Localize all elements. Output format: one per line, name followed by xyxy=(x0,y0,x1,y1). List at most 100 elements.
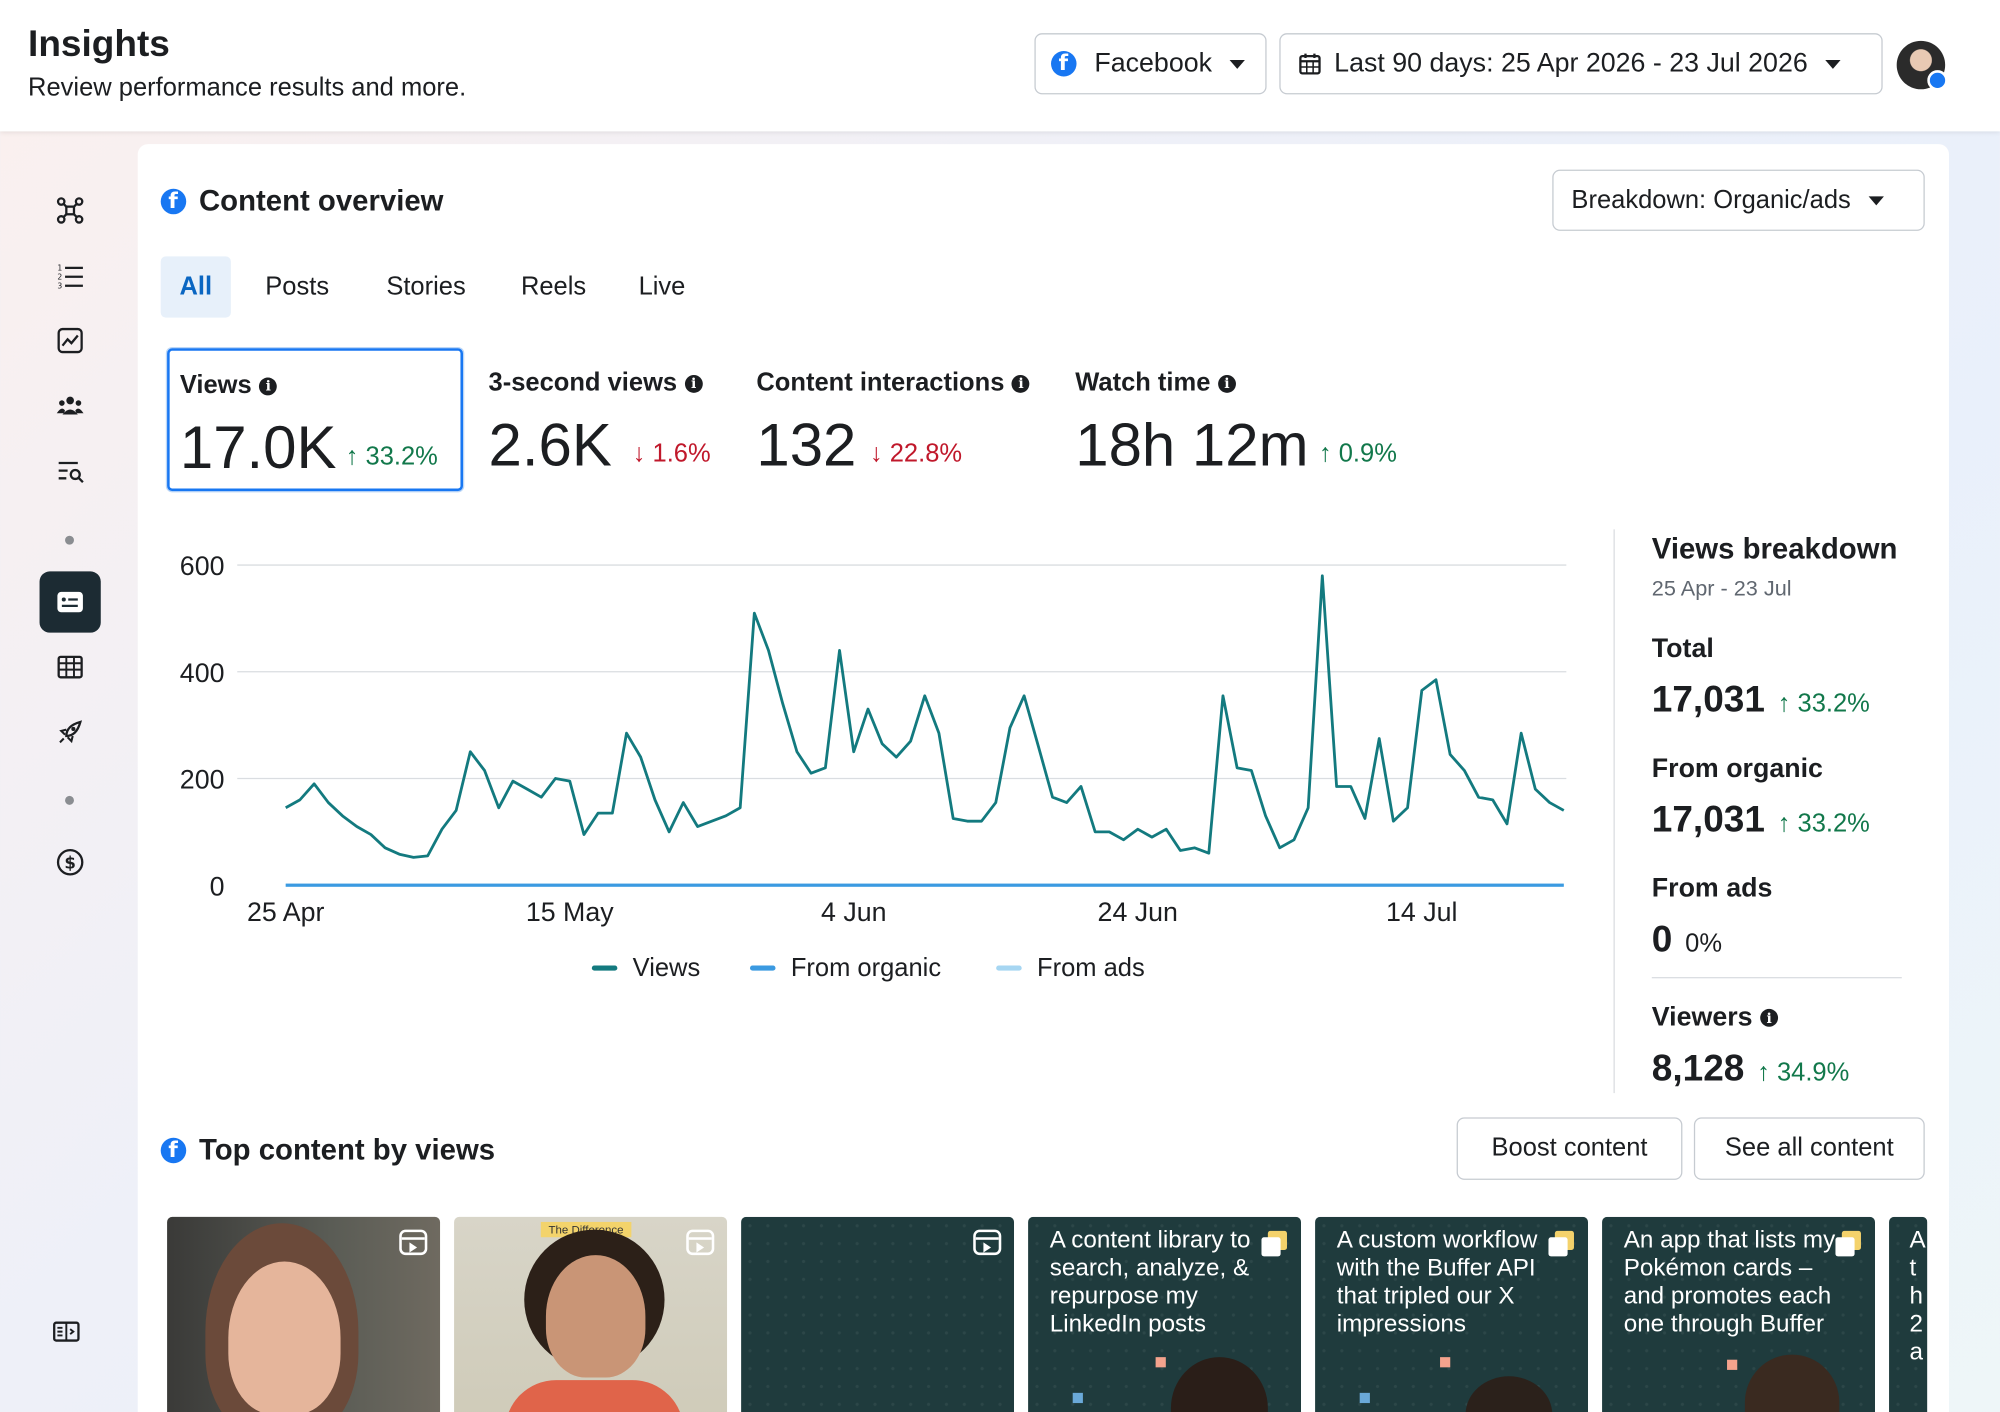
info-icon[interactable]: i xyxy=(1760,1008,1779,1027)
y-tick-label: 600 xyxy=(180,551,225,581)
info-icon[interactable]: i xyxy=(1012,374,1030,393)
content-thumbnail[interactable]: The Difference xyxy=(454,1216,728,1412)
hub-icon[interactable] xyxy=(50,190,91,231)
legend-from-organic[interactable]: From organic xyxy=(749,950,942,986)
thumbnail-caption: An app that lists my Pokémon cards – and… xyxy=(1623,1227,1836,1339)
content-thumbnail[interactable]: A content library to search, analyze, & … xyxy=(1028,1216,1302,1412)
svg-text:$: $ xyxy=(64,854,76,873)
facebook-icon xyxy=(1051,51,1077,77)
top-content-heading: Top content by views xyxy=(160,1133,495,1167)
dollar-icon[interactable]: $ xyxy=(50,842,91,883)
content-thumbnail[interactable]: An app that lists my Pokémon cards – and… xyxy=(1602,1216,1875,1412)
table-icon[interactable] xyxy=(50,647,91,688)
person-photo xyxy=(1170,1357,1268,1412)
metric-content-interactions[interactable]: Content interactions i 132 ↓ 22.8% xyxy=(745,348,1051,491)
ads-label: From ads xyxy=(1651,873,1773,904)
content-thumbnail[interactable] xyxy=(167,1216,441,1412)
search-list-icon[interactable] xyxy=(50,450,91,491)
organic-delta-value: 33.2% xyxy=(1797,809,1870,839)
info-icon[interactable]: i xyxy=(684,374,703,393)
total-label: Total xyxy=(1651,633,1714,664)
svg-text:2: 2 xyxy=(57,272,62,281)
x-tick-label: 15 May xyxy=(526,897,614,927)
metric-value: 2.6K xyxy=(488,410,612,479)
content-thumbnail[interactable]: A th 2 a xyxy=(1889,1216,1928,1412)
metric-watch-time[interactable]: Watch time i 18h 12m ↑ 0.9% xyxy=(1064,348,1434,491)
metric-delta: ↓ 22.8% xyxy=(869,440,963,469)
legend-from-ads[interactable]: From ads xyxy=(996,950,1145,986)
organic-value-row: 17,031 ↑ 33.2% xyxy=(1652,800,1870,842)
breakdown-label: Breakdown: Organic/ads xyxy=(1571,185,1851,214)
x-tick-label: 25 Apr xyxy=(247,897,324,927)
metric-3-second-views[interactable]: 3-second views i 2.6K ↓ 1.6% xyxy=(477,348,732,491)
tab-reels[interactable]: Reels xyxy=(520,272,587,301)
boost-content-button[interactable]: Boost content xyxy=(1456,1117,1683,1180)
metric-views[interactable]: Views i 17.0K ↑ 33.2% xyxy=(167,348,464,492)
metric-delta: ↑ 33.2% xyxy=(345,442,438,471)
metric-label: Views i xyxy=(179,371,278,400)
reel-icon xyxy=(686,1229,715,1256)
platform-label: Facebook xyxy=(1094,48,1213,78)
date-range-dropdown[interactable]: Last 90 days: 25 Apr 2026 - 23 Jul 2026 xyxy=(1279,33,1883,95)
metric-label: Watch time i xyxy=(1075,369,1236,398)
views-breakdown-title: Views breakdown xyxy=(1651,531,1898,566)
page-title: Insights xyxy=(28,24,170,66)
separator-dot xyxy=(65,535,74,545)
tab-live[interactable]: Live xyxy=(638,272,686,301)
y-tick-label: 0 xyxy=(210,871,225,901)
breakdown-dropdown[interactable]: Breakdown: Organic/ads xyxy=(1552,169,1925,231)
metric-delta: ↓ 1.6% xyxy=(632,440,711,469)
calendar-icon xyxy=(1299,53,1321,75)
content-icon[interactable] xyxy=(39,571,101,633)
person-photo xyxy=(1465,1376,1553,1412)
rocket-icon[interactable] xyxy=(50,712,91,753)
metric-label: 3-second views i xyxy=(489,369,703,398)
person-shirt xyxy=(505,1380,684,1412)
metric-label-text: Content interactions xyxy=(756,368,1005,397)
content-thumbnail[interactable]: A custom workflow with the Buffer API th… xyxy=(1315,1216,1589,1412)
tab-all[interactable]: All xyxy=(160,256,231,318)
date-range-label: Last 90 days: 25 Apr 2026 - 23 Jul 2026 xyxy=(1334,48,1808,78)
metric-delta-value: 1.6% xyxy=(652,440,711,469)
metric-label: Content interactions i xyxy=(756,369,1030,398)
metric-delta-value: 0.9% xyxy=(1338,440,1397,469)
svg-text:3: 3 xyxy=(57,281,62,289)
content-overview-heading: Content overview xyxy=(160,183,444,218)
pixel-decoration xyxy=(1440,1357,1451,1368)
facebook-icon xyxy=(160,188,187,214)
pixel-decoration xyxy=(1359,1392,1370,1404)
trend-chart-icon[interactable] xyxy=(50,320,91,361)
total-value-row: 17,031 ↑ 33.2% xyxy=(1652,680,1870,722)
metric-delta: ↑ 0.9% xyxy=(1318,440,1397,469)
legend-label: From organic xyxy=(790,953,942,982)
total-value: 17,031 xyxy=(1651,679,1765,721)
metric-value: 132 xyxy=(756,410,857,479)
legend-label: From ads xyxy=(1036,953,1145,982)
separator-dot xyxy=(65,795,74,805)
ads-delta: 0% xyxy=(1685,929,1722,958)
legend-swatch xyxy=(749,965,776,971)
person-face xyxy=(545,1255,646,1378)
tab-stories[interactable]: Stories xyxy=(386,272,466,301)
y-tick-label: 400 xyxy=(180,658,225,688)
audience-icon[interactable] xyxy=(50,385,91,426)
info-icon[interactable]: i xyxy=(259,376,278,395)
content-overview-title: Content overview xyxy=(198,183,444,217)
x-tick-label: 24 Jun xyxy=(1098,897,1178,927)
panel-toggle-icon[interactable] xyxy=(46,1311,87,1352)
info-icon[interactable]: i xyxy=(1218,374,1236,393)
person-face xyxy=(228,1261,341,1412)
tab-posts[interactable]: Posts xyxy=(265,272,330,301)
legend-views[interactable]: Views xyxy=(591,950,700,986)
legend-swatch xyxy=(591,965,618,971)
total-delta: ↑ 33.2% xyxy=(1777,690,1870,719)
see-all-content-button[interactable]: See all content xyxy=(1693,1117,1925,1180)
organic-delta: ↑ 33.2% xyxy=(1777,809,1870,839)
views-breakdown-range: 25 Apr - 23 Jul xyxy=(1651,576,1792,601)
legend-swatch xyxy=(996,965,1022,971)
content-thumbnail[interactable] xyxy=(741,1216,1015,1412)
platform-dropdown[interactable]: Facebook xyxy=(1034,33,1267,95)
metric-value: 18h 12m xyxy=(1075,410,1309,479)
metric-label-text: Views xyxy=(179,371,252,400)
